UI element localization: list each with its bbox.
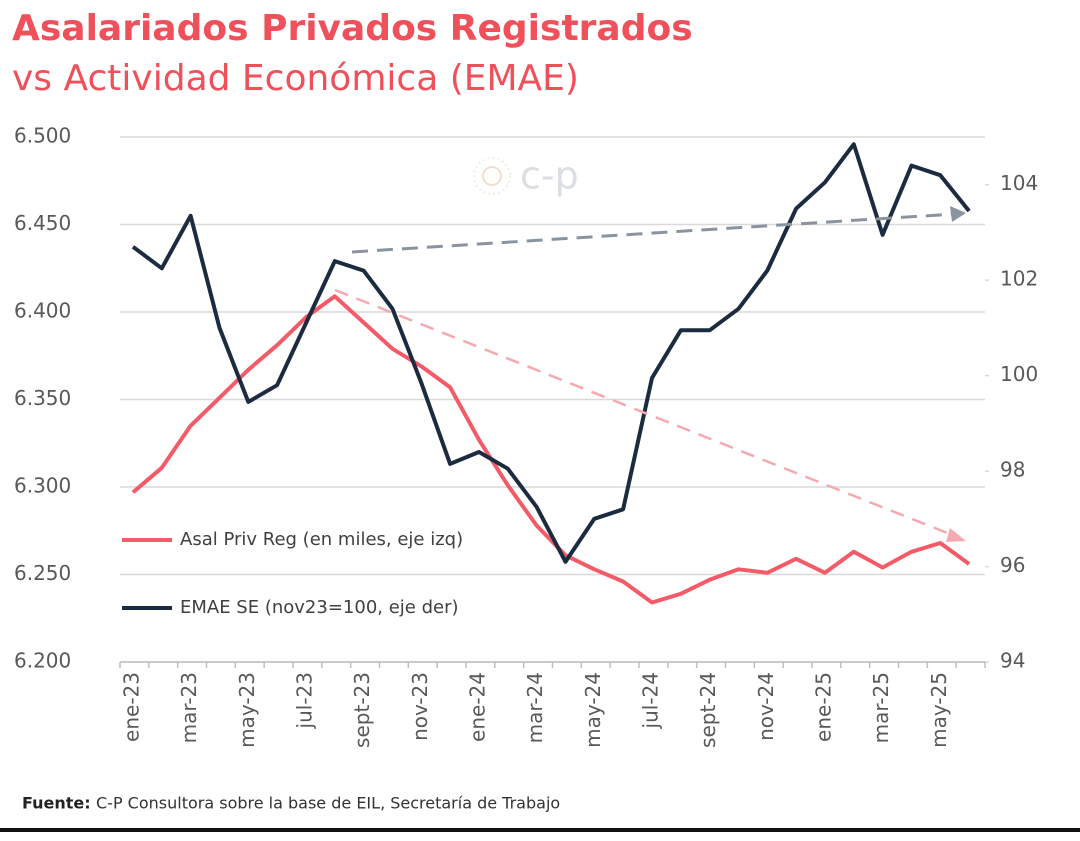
chart-title: Asalariados Privados Registrados [12,8,693,49]
y2-tick-label: 94 [1000,649,1025,673]
plot-area: 6.200 6.250 6.300 6.350 6.400 6.450 6.500 94 96 9… [14,124,1038,748]
x-tick-label: may-24 [581,672,605,748]
source-label: Fuente: [22,794,91,813]
source: C-P Consultora sobre la base de EIL, Sec… [96,794,560,813]
y-tick-label: 6.500 [14,124,71,148]
x-tick-label: sept-23 [350,672,374,748]
y2-tick-label: 102 [1000,267,1038,291]
x-tick-label: mar-25 [869,672,893,743]
x-tick-label: ene-23 [119,672,143,742]
watermark-logo: c-p [473,154,579,198]
legend-label: EMAE SE (nov23=100, eje der) [180,597,459,618]
legend-label: Asal Priv Reg (en miles, eje izq) [180,529,463,550]
x-tick-label: may-23 [235,672,259,748]
arrow-head [950,206,966,222]
y2-tick-label: 100 [1000,362,1038,386]
x-tick-label: sept-24 [696,672,720,748]
y2-tick-label: 98 [1000,458,1025,482]
x-tick-label: ene-24 [465,672,489,742]
y2-tick-label: 104 [1000,171,1038,195]
y-tick-label: 6.250 [14,561,71,585]
x-tick-label: jul-24 [638,672,662,729]
series-line [131,142,971,564]
x-tick-label: may-25 [927,672,951,748]
y-tick-label: 6.300 [14,474,71,498]
arrow-head [946,528,966,542]
watermark: c-p [520,154,579,198]
x-tick-label: mar-23 [177,672,201,743]
y-tick-label: 6.450 [14,211,71,235]
y-tick-label: 6.400 [14,299,71,323]
x-tick-label: nov-23 [408,672,432,741]
trend-arrow [351,212,956,254]
y-tick-label: 6.350 [14,386,71,410]
x-tick-label: nov-24 [754,672,778,741]
x-tick-label: mar-24 [523,672,547,743]
series-line [131,294,971,605]
y-tick-label: 6.200 [14,649,71,673]
chart-subtitle: vs Actividad Económica (EMAE) [12,58,579,99]
x-tick-label: jul-23 [292,672,316,729]
y2-tick-label: 96 [1000,553,1025,577]
trend-arrow [334,288,956,538]
x-tick-label: ene-25 [811,672,835,742]
